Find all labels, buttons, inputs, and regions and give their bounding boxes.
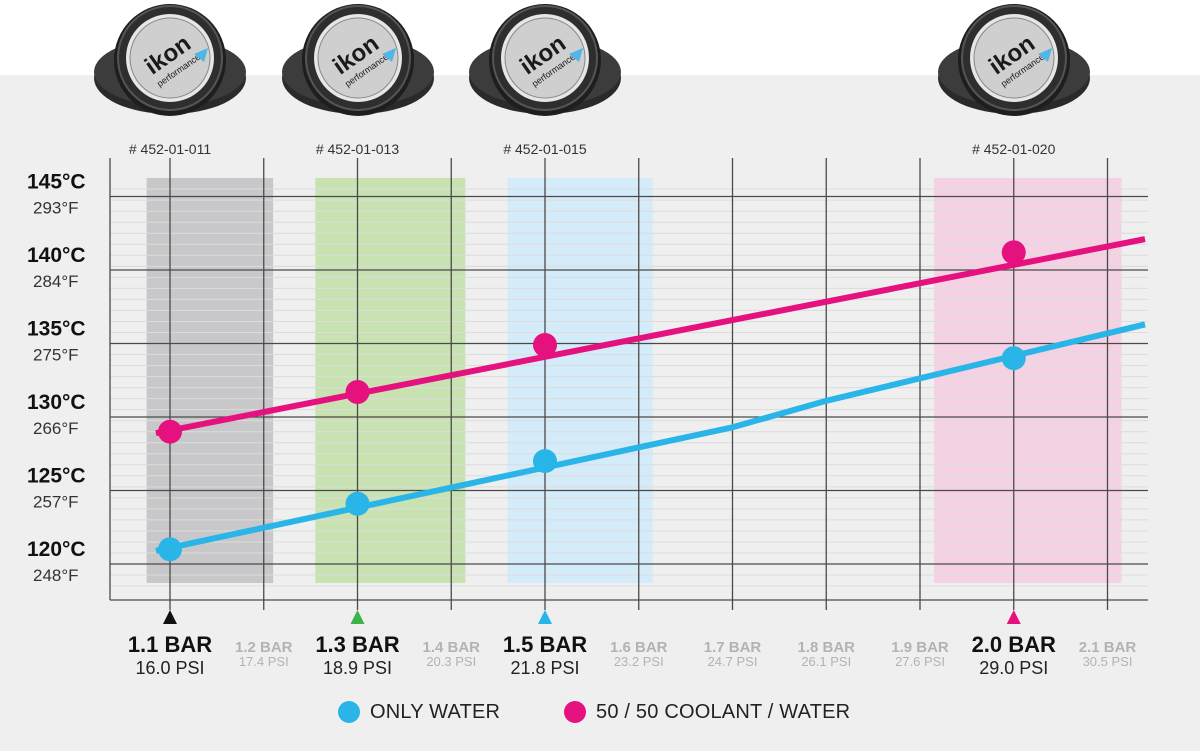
cap-part-number: # 452-01-013 xyxy=(315,141,400,157)
legend-water-swatch xyxy=(338,701,360,723)
radiator-cap-image: ikon performance xyxy=(90,2,250,130)
cap-part-number: # 452-01-020 xyxy=(972,141,1056,157)
y-tick-celsius-140: 140°C xyxy=(27,244,86,267)
pressure-marker-1.5 xyxy=(538,610,552,624)
radiator-cap-image: ikon performance xyxy=(278,2,438,130)
x-tick-psi-1.2: 17.4 PSI xyxy=(239,654,289,669)
y-tick-fahrenheit-135: 275°F xyxy=(33,346,79,365)
y-tick-fahrenheit-145: 293°F xyxy=(33,199,79,218)
x-tick-bar-2: 2.0 BAR xyxy=(972,632,1056,657)
x-tick-bar-1.2: 1.2 BAR xyxy=(235,639,293,656)
series-line-0 xyxy=(155,321,1146,554)
legend-coolant-label: 50 / 50 COOLANT / WATER xyxy=(596,700,851,723)
series-0-point-3 xyxy=(1001,346,1026,371)
radiator-cap-image: ikon performance xyxy=(465,2,625,130)
y-tick-celsius-130: 130°C xyxy=(27,391,86,414)
x-tick-psi-1.3: 18.9 PSI xyxy=(323,658,392,678)
pressure-marker-2 xyxy=(1006,610,1021,624)
y-tick-fahrenheit-140: 284°F xyxy=(33,272,79,291)
y-tick-fahrenheit-120: 248°F xyxy=(33,566,79,585)
x-tick-psi-1.6: 23.2 PSI xyxy=(614,654,664,669)
series-0-point-2 xyxy=(533,449,557,474)
x-tick-bar-1.8: 1.8 BAR xyxy=(797,639,855,656)
y-tick-celsius-125: 125°C xyxy=(27,465,86,488)
x-tick-psi-1.5: 21.8 PSI xyxy=(510,658,579,678)
x-tick-psi-1.4: 20.3 PSI xyxy=(426,654,476,669)
legend-water-label: ONLY WATER xyxy=(370,700,501,723)
x-tick-psi-2: 29.0 PSI xyxy=(979,658,1048,678)
series-0-point-1 xyxy=(345,491,370,516)
series-line-1 xyxy=(155,236,1146,437)
cap-part-number: # 452-01-011 xyxy=(128,141,212,157)
pressure-band-0 xyxy=(146,178,274,583)
y-tick-fahrenheit-125: 257°F xyxy=(33,493,79,512)
pressure-marker-1.3 xyxy=(350,610,365,624)
series-1-point-0 xyxy=(158,419,182,444)
pressure-band-2 xyxy=(507,178,653,583)
x-tick-psi-1.9: 27.6 PSI xyxy=(895,654,945,669)
pressure-marker-1.1 xyxy=(163,610,177,624)
x-tick-bar-1.1: 1.1 BAR xyxy=(128,632,212,657)
x-tick-psi-1.1: 16.0 PSI xyxy=(135,658,204,678)
legend: ONLY WATER 50 / 50 COOLANT / WATER xyxy=(0,697,1200,727)
y-tick-celsius-120: 120°C xyxy=(27,538,86,561)
x-tick-bar-1.6: 1.6 BAR xyxy=(610,639,668,656)
series-1-point-2 xyxy=(533,332,557,357)
x-tick-psi-1.8: 26.1 PSI xyxy=(801,654,851,669)
legend-coolant-swatch xyxy=(564,701,586,723)
pressure-band-3 xyxy=(934,178,1122,583)
radiator-cap-image: ikon performance xyxy=(934,2,1094,130)
series-1-point-1 xyxy=(345,380,370,405)
legend-item-coolant: 50 / 50 COOLANT / WATER xyxy=(564,697,850,727)
x-tick-bar-1.5: 1.5 BAR xyxy=(503,632,587,657)
pressure-band-1 xyxy=(315,178,466,583)
series-0-point-0 xyxy=(158,537,182,562)
x-tick-psi-1.7: 24.7 PSI xyxy=(708,654,758,669)
series-1-point-3 xyxy=(1001,240,1026,265)
x-tick-bar-1.3: 1.3 BAR xyxy=(315,632,399,657)
cap-part-number: # 452-01-015 xyxy=(503,141,587,157)
legend-item-water: ONLY WATER xyxy=(338,697,500,727)
y-tick-celsius-145: 145°C xyxy=(27,171,86,194)
y-tick-celsius-135: 135°C xyxy=(27,318,86,341)
y-tick-fahrenheit-130: 266°F xyxy=(33,419,79,438)
x-tick-bar-1.4: 1.4 BAR xyxy=(422,639,480,656)
x-tick-bar-1.9: 1.9 BAR xyxy=(891,639,949,656)
x-tick-bar-2.1: 2.1 BAR xyxy=(1079,639,1137,656)
x-tick-bar-1.7: 1.7 BAR xyxy=(704,639,762,656)
x-tick-psi-2.1: 30.5 PSI xyxy=(1083,654,1133,669)
